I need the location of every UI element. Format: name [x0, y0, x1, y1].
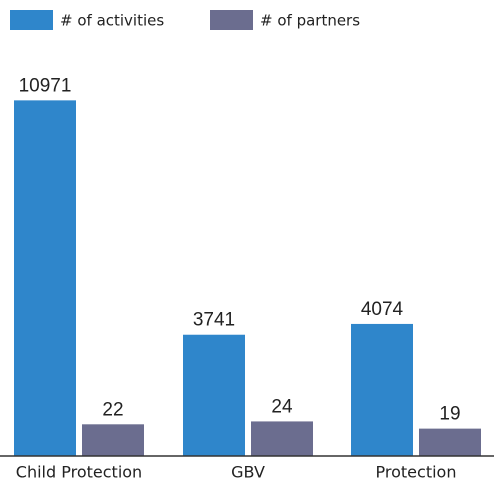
legend-label: # of partners [260, 12, 360, 30]
value-label: 3741 [193, 310, 235, 331]
x-tick-label: Protection [376, 463, 457, 482]
legend-label: # of activities [60, 12, 164, 30]
x-tick-label: Child Protection [16, 463, 142, 482]
value-label: 24 [271, 396, 293, 417]
legend-swatch [210, 10, 253, 30]
bar [351, 323, 413, 456]
legend-swatch [10, 10, 53, 30]
bar [251, 421, 313, 456]
bar [183, 334, 245, 456]
value-label: 19 [439, 404, 460, 425]
x-tick-label: GBV [231, 463, 265, 482]
value-label: 22 [102, 399, 123, 420]
value-label: 10971 [19, 75, 72, 96]
bar [14, 100, 76, 456]
bar [82, 424, 144, 456]
bar [419, 428, 481, 456]
value-label: 4074 [361, 299, 404, 320]
